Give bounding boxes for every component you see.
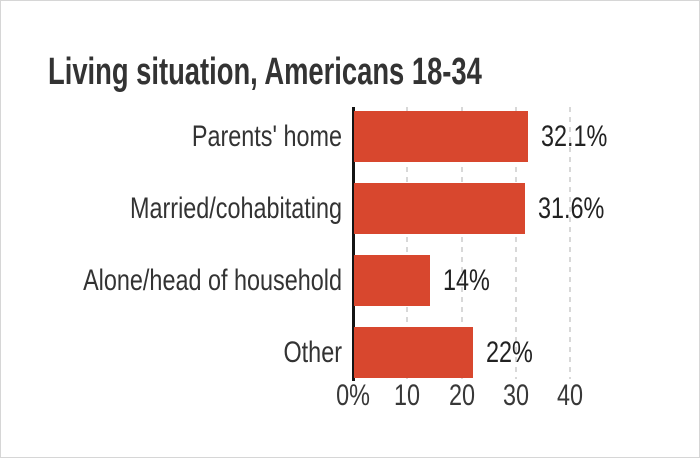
x-tick-label: 10 [394, 379, 421, 412]
x-gridline [460, 107, 463, 379]
x-tick-label: 0% [336, 379, 370, 412]
value-label: 31.6% [538, 192, 605, 225]
x-gridline [569, 107, 571, 379]
bar [354, 111, 529, 162]
bar [354, 183, 526, 234]
category-label: Alone/head of household [83, 264, 342, 297]
category-label: Parents' home [191, 120, 342, 153]
x-gridline [514, 107, 517, 379]
bar [354, 255, 430, 306]
x-tick-label: 30 [502, 379, 529, 412]
chart-title: Living situation, Americans 18-34 [48, 51, 482, 93]
bar [354, 327, 474, 378]
y-axis-baseline [352, 107, 355, 381]
x-gridline [406, 107, 409, 379]
value-label: 22% [486, 336, 534, 369]
category-label: Other [283, 336, 342, 369]
category-label: Married/cohabitating [129, 192, 342, 225]
x-tick-label: 20 [448, 379, 475, 412]
value-label: 32.1% [541, 120, 608, 153]
value-label: 14% [442, 264, 490, 297]
x-tick-label: 40 [556, 379, 584, 412]
